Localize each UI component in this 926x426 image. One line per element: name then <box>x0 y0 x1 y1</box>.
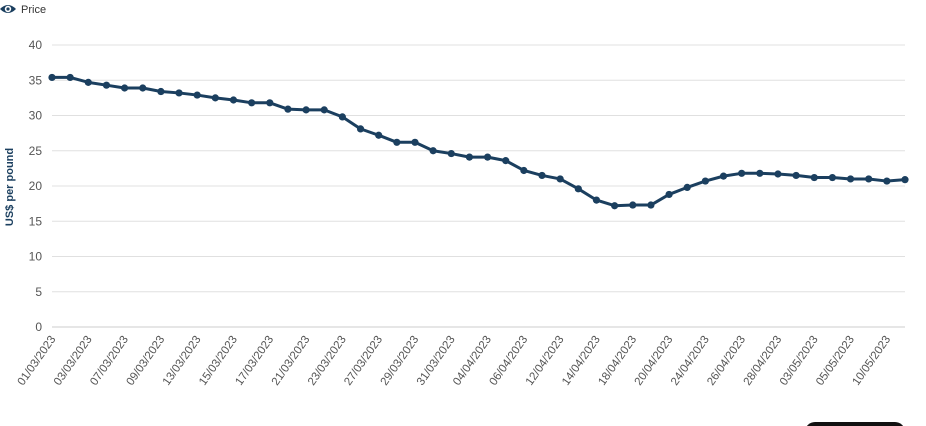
point <box>320 106 328 114</box>
point <box>483 153 492 161</box>
point <box>774 170 782 178</box>
point <box>248 99 256 107</box>
point <box>429 147 437 155</box>
point <box>302 106 310 114</box>
point <box>175 89 183 97</box>
point <box>647 201 655 209</box>
point <box>828 173 837 182</box>
y-tick-label: 30 <box>29 109 43 123</box>
point <box>502 157 510 165</box>
y-tick-label: 20 <box>29 179 43 193</box>
point <box>48 73 56 82</box>
point <box>520 166 528 175</box>
point <box>683 183 691 192</box>
point <box>701 177 709 185</box>
y-tick-label: 35 <box>29 73 43 87</box>
point <box>756 169 764 177</box>
legend-icon <box>0 5 16 13</box>
point <box>611 202 619 210</box>
y-axis-label: US$ per pound <box>4 148 16 226</box>
point <box>66 73 74 82</box>
point <box>375 131 383 139</box>
point <box>846 175 855 183</box>
floating-button[interactable] <box>805 422 905 426</box>
point <box>284 105 292 113</box>
point <box>629 201 637 209</box>
point <box>883 177 891 185</box>
point <box>356 125 365 133</box>
point <box>556 175 564 183</box>
point <box>865 175 873 183</box>
x-tick-label: 10/05/2023 <box>850 334 893 388</box>
point <box>338 113 346 121</box>
legend-label[interactable]: Price <box>21 4 46 16</box>
y-tick-label: 5 <box>35 285 42 299</box>
point <box>393 138 401 146</box>
y-tick-label: 10 <box>29 250 43 264</box>
point <box>738 169 746 177</box>
point <box>538 171 546 180</box>
point <box>84 78 92 86</box>
point <box>719 172 728 180</box>
point <box>157 87 165 96</box>
point <box>810 173 818 182</box>
y-tick-label: 0 <box>35 320 42 334</box>
point <box>665 190 673 199</box>
point <box>411 138 419 146</box>
point <box>266 99 274 107</box>
point <box>193 91 201 99</box>
point <box>120 84 129 92</box>
y-tick-label: 15 <box>29 214 43 228</box>
point <box>447 149 455 158</box>
point <box>102 81 111 89</box>
point <box>229 96 238 104</box>
point <box>211 94 219 102</box>
point <box>592 196 601 204</box>
point <box>792 171 800 180</box>
point <box>139 84 147 92</box>
point <box>901 176 909 184</box>
point <box>465 153 474 161</box>
y-tick-label: 40 <box>29 38 43 52</box>
point <box>574 185 582 193</box>
y-tick-label: 25 <box>29 144 43 158</box>
